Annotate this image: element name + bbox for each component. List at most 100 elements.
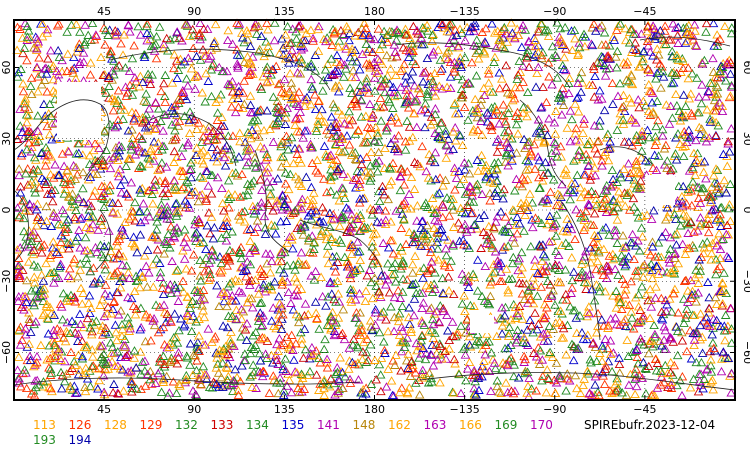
station-marker bbox=[659, 335, 669, 344]
station-marker bbox=[635, 317, 645, 326]
station-marker bbox=[33, 37, 44, 46]
station-marker bbox=[230, 364, 240, 374]
station-marker bbox=[125, 323, 135, 333]
station-marker bbox=[611, 386, 621, 395]
station-marker bbox=[362, 73, 372, 83]
station-marker bbox=[719, 326, 730, 335]
station-marker bbox=[612, 385, 623, 394]
station-marker bbox=[621, 60, 631, 69]
station-marker bbox=[682, 243, 692, 253]
station-marker bbox=[278, 390, 289, 399]
station-marker bbox=[635, 169, 645, 178]
station-marker bbox=[62, 293, 72, 302]
station-marker bbox=[695, 212, 706, 222]
station-marker bbox=[442, 310, 452, 320]
station-marker bbox=[427, 50, 438, 59]
station-marker bbox=[119, 342, 130, 352]
station-marker bbox=[333, 289, 344, 298]
station-marker bbox=[418, 343, 428, 352]
station-marker bbox=[383, 242, 394, 252]
station-marker bbox=[612, 238, 623, 247]
station-marker bbox=[85, 58, 96, 67]
station-marker bbox=[15, 340, 26, 349]
station-marker bbox=[74, 39, 85, 48]
station-marker bbox=[228, 94, 238, 103]
station-marker bbox=[171, 388, 182, 398]
station-marker bbox=[368, 205, 379, 214]
station-marker bbox=[407, 237, 418, 247]
station-marker bbox=[80, 386, 91, 396]
station-marker bbox=[492, 381, 503, 391]
station-marker bbox=[502, 37, 512, 46]
station-marker bbox=[519, 226, 529, 235]
station-marker bbox=[165, 243, 175, 252]
station-marker bbox=[271, 61, 281, 70]
station-marker bbox=[599, 201, 609, 210]
station-marker bbox=[245, 224, 256, 233]
station-marker bbox=[137, 357, 148, 366]
station-marker bbox=[683, 228, 693, 237]
station-marker bbox=[294, 113, 305, 123]
station-marker bbox=[279, 199, 290, 208]
station-marker bbox=[485, 196, 495, 205]
station-marker bbox=[245, 236, 255, 245]
station-marker bbox=[471, 181, 481, 190]
station-marker bbox=[612, 125, 623, 134]
station-marker bbox=[306, 99, 316, 109]
station-marker bbox=[443, 272, 454, 281]
station-marker bbox=[641, 290, 652, 299]
station-marker bbox=[196, 276, 206, 285]
station-marker bbox=[547, 236, 557, 245]
station-marker bbox=[66, 172, 76, 181]
station-marker bbox=[573, 92, 583, 101]
station-marker bbox=[355, 210, 366, 219]
station-marker bbox=[67, 363, 77, 372]
station-marker bbox=[245, 100, 256, 109]
station-marker bbox=[172, 338, 183, 347]
station-marker bbox=[431, 339, 442, 349]
station-marker bbox=[88, 361, 99, 370]
station-marker bbox=[352, 166, 363, 175]
station-marker bbox=[609, 225, 620, 234]
station-marker bbox=[218, 287, 229, 296]
station-marker bbox=[711, 164, 721, 173]
station-marker bbox=[564, 376, 575, 385]
station-marker bbox=[712, 37, 723, 46]
station-marker bbox=[457, 269, 468, 278]
station-marker bbox=[406, 172, 417, 182]
station-marker bbox=[144, 104, 154, 113]
station-marker bbox=[133, 21, 143, 31]
station-marker bbox=[589, 120, 600, 130]
station-marker bbox=[85, 172, 96, 181]
station-marker bbox=[507, 274, 517, 283]
station-marker bbox=[257, 185, 267, 194]
station-marker bbox=[590, 71, 600, 81]
station-marker bbox=[207, 246, 217, 255]
station-marker bbox=[150, 124, 160, 133]
station-marker bbox=[497, 364, 507, 374]
station-marker bbox=[185, 360, 195, 369]
station-marker bbox=[533, 215, 544, 224]
station-marker bbox=[103, 302, 113, 311]
station-marker bbox=[334, 81, 344, 90]
station-marker bbox=[280, 119, 291, 128]
station-marker bbox=[684, 125, 694, 134]
station-marker bbox=[322, 59, 333, 68]
station-marker bbox=[368, 293, 378, 303]
station-marker bbox=[183, 140, 193, 150]
station-marker bbox=[274, 291, 284, 301]
station-marker bbox=[337, 383, 348, 393]
station-marker bbox=[156, 199, 167, 209]
station-marker bbox=[599, 244, 609, 253]
station-marker bbox=[141, 261, 151, 270]
station-marker bbox=[463, 115, 473, 124]
station-marker bbox=[326, 325, 336, 334]
station-marker bbox=[602, 273, 612, 283]
station-marker bbox=[46, 383, 56, 393]
station-marker bbox=[501, 264, 512, 273]
station-marker bbox=[58, 233, 69, 242]
station-marker bbox=[681, 211, 692, 220]
station-marker bbox=[114, 171, 124, 181]
station-marker bbox=[555, 190, 565, 200]
station-marker bbox=[589, 64, 599, 73]
